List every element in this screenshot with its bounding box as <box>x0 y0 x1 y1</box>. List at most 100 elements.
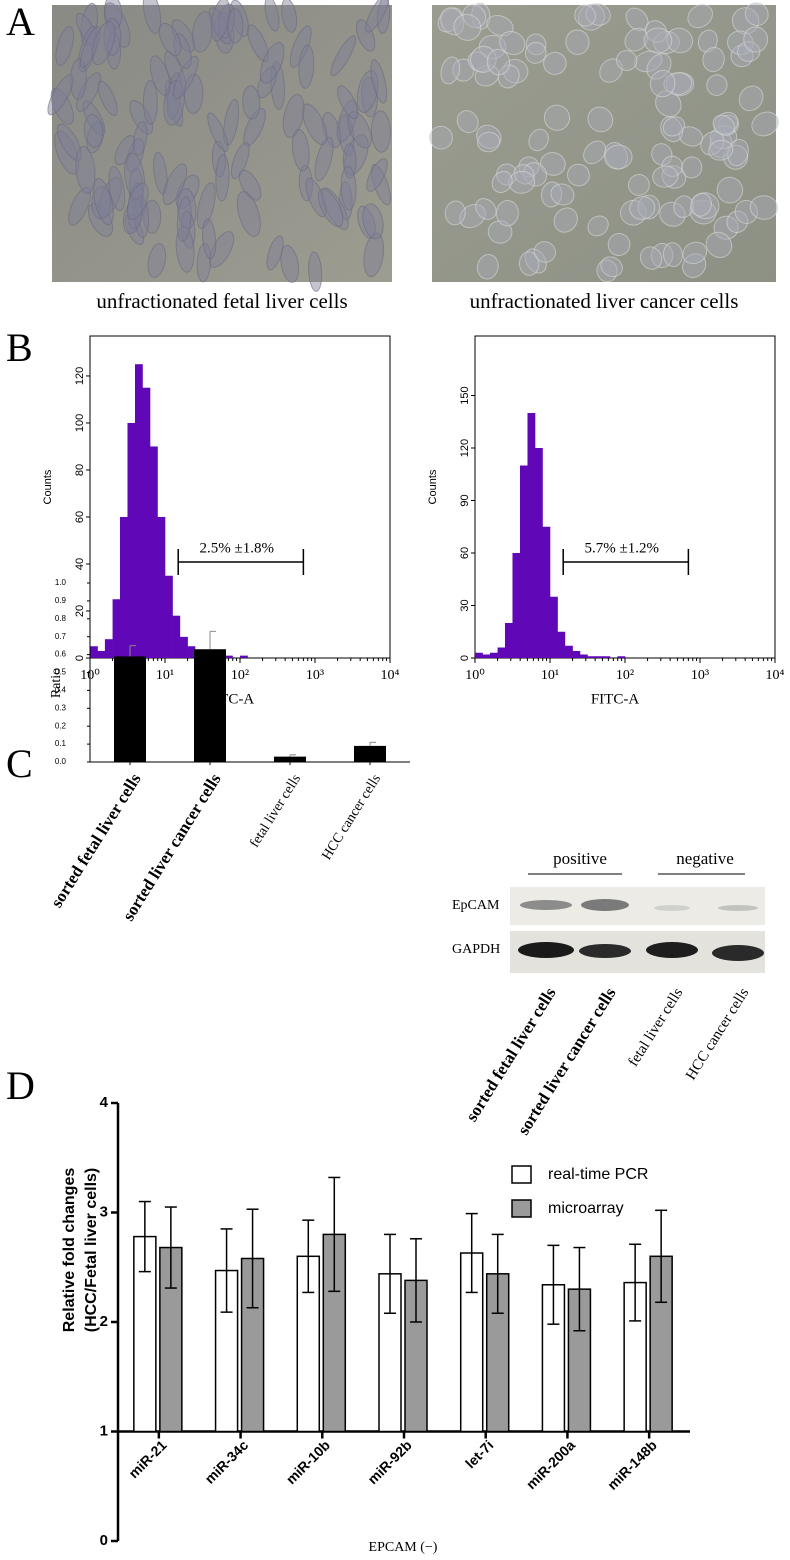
cell <box>93 178 114 226</box>
cell <box>550 183 575 206</box>
histogram-bar <box>134 364 143 658</box>
histogram-bar <box>172 615 181 658</box>
cell <box>727 138 749 167</box>
cell <box>475 198 497 220</box>
cell <box>298 44 315 89</box>
cell <box>543 104 571 131</box>
cell <box>726 210 749 234</box>
cell <box>709 130 733 158</box>
y-tick-label: 4 <box>100 1094 109 1111</box>
cell <box>523 162 548 187</box>
cell <box>363 232 385 278</box>
cell <box>486 48 511 76</box>
cell <box>682 253 707 278</box>
x-tick-label: 10¹ <box>541 668 559 683</box>
histogram-bar <box>150 446 158 658</box>
cell <box>236 191 261 237</box>
caption: unfractionated liver cancer cells <box>470 289 739 313</box>
cell <box>370 110 391 153</box>
cell <box>191 11 214 53</box>
cell <box>340 165 357 211</box>
cell <box>347 111 372 149</box>
cell <box>470 45 497 73</box>
cell <box>308 251 323 292</box>
cell <box>539 152 566 176</box>
cell <box>176 196 192 242</box>
histogram-bar <box>542 526 551 658</box>
cell <box>690 192 712 217</box>
cell <box>543 51 567 75</box>
histogram-bar <box>104 639 113 658</box>
y-tick-label: 120 <box>74 367 86 385</box>
cell <box>230 141 250 180</box>
cell <box>713 215 739 240</box>
cell <box>149 55 171 96</box>
cell <box>644 20 668 43</box>
histogram-bar <box>112 599 121 658</box>
histogram-bar <box>564 645 573 658</box>
cell <box>491 170 513 193</box>
cell <box>126 138 145 173</box>
cell <box>314 136 334 182</box>
cell <box>474 64 500 87</box>
cell <box>587 106 614 133</box>
cell <box>540 181 563 208</box>
cell <box>289 25 312 68</box>
cell <box>678 126 704 147</box>
histogram-bar <box>165 575 173 658</box>
cell <box>627 174 650 196</box>
x-axis-label: EPCAM (−) <box>369 1540 438 1555</box>
cell <box>681 156 703 179</box>
cell <box>183 73 204 115</box>
cell <box>122 198 143 235</box>
cell <box>75 145 96 195</box>
cell <box>666 27 694 54</box>
western-blot: positive negative EpCAM GAPDH <box>452 849 765 973</box>
y-tick-label: 120 <box>459 439 471 457</box>
panel-label: C <box>6 741 33 786</box>
x-axis-label: FITC-A <box>591 691 640 707</box>
cell <box>281 0 298 33</box>
histogram-bar <box>572 651 581 658</box>
histogram-bar <box>550 596 558 658</box>
cell <box>639 246 663 270</box>
x-tick-label: let-7i <box>462 1437 496 1471</box>
y-tick-label: 2 <box>100 1313 108 1330</box>
cell <box>524 248 547 274</box>
cell <box>518 251 540 276</box>
y-tick-label: 90 <box>459 494 471 506</box>
cell <box>365 0 390 33</box>
cell <box>599 58 623 83</box>
blot-row: GAPDH <box>452 942 500 957</box>
cell <box>528 128 549 152</box>
y-tick-label: 30 <box>459 599 471 611</box>
cell <box>207 112 229 152</box>
cell <box>175 226 195 273</box>
y-tick-label: 150 <box>459 386 471 404</box>
cell <box>708 139 734 161</box>
cell <box>76 72 102 112</box>
cell <box>83 113 104 148</box>
cell <box>91 21 116 66</box>
x-tick-label: 10⁰ <box>465 668 485 683</box>
cell <box>459 204 486 229</box>
histogram-bar <box>142 387 151 658</box>
panel-label: A <box>6 0 35 44</box>
histogram-bar <box>519 465 528 658</box>
cell <box>320 187 349 231</box>
cell <box>247 24 269 62</box>
cell <box>344 134 369 176</box>
cell <box>68 186 92 226</box>
cell <box>208 6 232 45</box>
x-tick-label: 10¹ <box>156 668 174 683</box>
cell <box>196 242 212 283</box>
cell <box>471 2 491 30</box>
cell <box>702 46 725 73</box>
y-tick-label: 0.9 <box>55 596 67 605</box>
y-tick-label: 0.2 <box>55 721 67 730</box>
cell <box>604 144 633 170</box>
cell <box>533 241 557 263</box>
cell <box>734 199 759 224</box>
x-tick-label: miR-21 <box>125 1437 169 1481</box>
x-tick-label: 10³ <box>306 668 324 683</box>
